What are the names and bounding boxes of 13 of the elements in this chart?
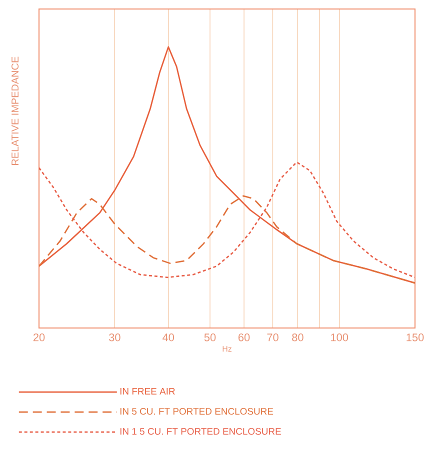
- text: IN 1 5 CU. FT PORTED ENCLOSURE: [120, 428, 281, 435]
- x-tick-label: 50: [204, 334, 216, 342]
- x-tick-label: 60: [238, 334, 250, 342]
- x-tick-label: 70: [267, 334, 278, 342]
- x-tick-label: 30: [109, 334, 120, 342]
- text: IN 5 CU. FT PORTED ENCLOSURE: [120, 408, 274, 415]
- x-tick-label: 80: [292, 334, 304, 342]
- x-tick-label: 100: [331, 334, 348, 342]
- text: IN FREE AIR: [120, 388, 175, 395]
- x-tick-label: 150: [406, 334, 424, 342]
- x-tick-label: 20: [33, 334, 45, 342]
- y-axis-title: RELATIVE IMPEDANCE: [12, 56, 19, 165]
- x-tick-label: 40: [162, 334, 174, 342]
